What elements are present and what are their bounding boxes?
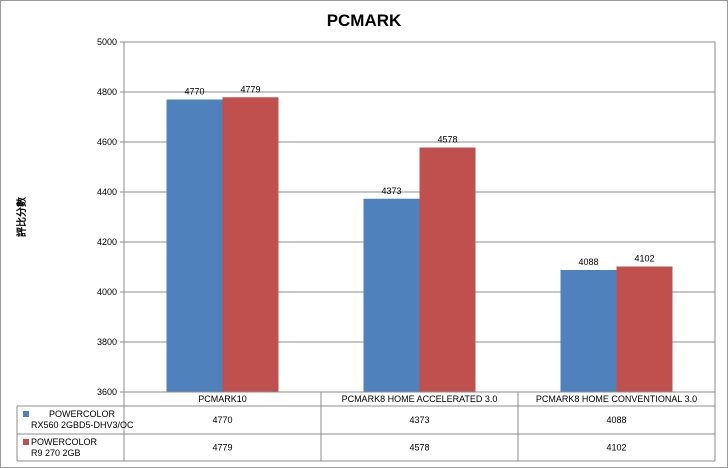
data-label: 4779 <box>240 84 260 94</box>
data-label: 4102 <box>634 254 654 264</box>
bar-r9-270 <box>616 266 673 392</box>
table-value: 4102 <box>606 443 626 453</box>
y-tick-label: 3600 <box>97 387 117 397</box>
data-label: 4088 <box>578 257 598 267</box>
bars: 4770 4779 4373 4578 4088 4102 <box>166 84 673 392</box>
category-label: PCMARK8 HOME ACCELERATED 3.0 <box>342 394 498 404</box>
category-label: PCMARK8 HOME CONVENTIONAL 3.0 <box>536 394 697 404</box>
bar-r9-270 <box>222 97 279 392</box>
data-label: 4770 <box>184 87 204 97</box>
y-tick-label: 4800 <box>97 87 117 97</box>
legend-name: RX560 2GBD5-DHV3/OC <box>31 420 134 430</box>
bar-rx560 <box>363 198 420 392</box>
data-label: 4578 <box>437 135 457 145</box>
legend-name: POWERCOLOR <box>49 409 116 419</box>
y-tick-label: 4400 <box>97 187 117 197</box>
y-tick-label: 4000 <box>97 287 117 297</box>
table-value: 4770 <box>212 415 232 425</box>
legend-name: R9 270 2GB <box>31 448 81 458</box>
data-label: 4373 <box>381 186 401 196</box>
y-tick-label: 4200 <box>97 237 117 247</box>
y-tick-label: 3800 <box>97 337 117 347</box>
table-value: 4578 <box>409 443 429 453</box>
legend-key <box>23 439 29 445</box>
bar-rx560 <box>560 270 617 392</box>
bar-rx560 <box>166 99 223 392</box>
chart-title: PCMARK <box>327 11 402 30</box>
y-axis-ticks: 3600 3800 4000 4200 4400 4600 4800 5000 <box>97 37 124 397</box>
table-value: 4373 <box>409 415 429 425</box>
bar-r9-270 <box>419 147 476 392</box>
data-table: PCMARK10 PCMARK8 HOME ACCELERATED 3.0 PCMA… <box>16 391 716 462</box>
y-tick-label: 5000 <box>97 37 117 47</box>
legend-key <box>23 411 29 417</box>
table-value: 4088 <box>606 415 626 425</box>
y-axis-label: 評比分數 <box>15 197 28 237</box>
y-tick-label: 4600 <box>97 137 117 147</box>
category-label: PCMARK10 <box>198 394 247 404</box>
legend-name: POWERCOLOR <box>31 437 98 447</box>
table-value: 4779 <box>212 443 232 453</box>
